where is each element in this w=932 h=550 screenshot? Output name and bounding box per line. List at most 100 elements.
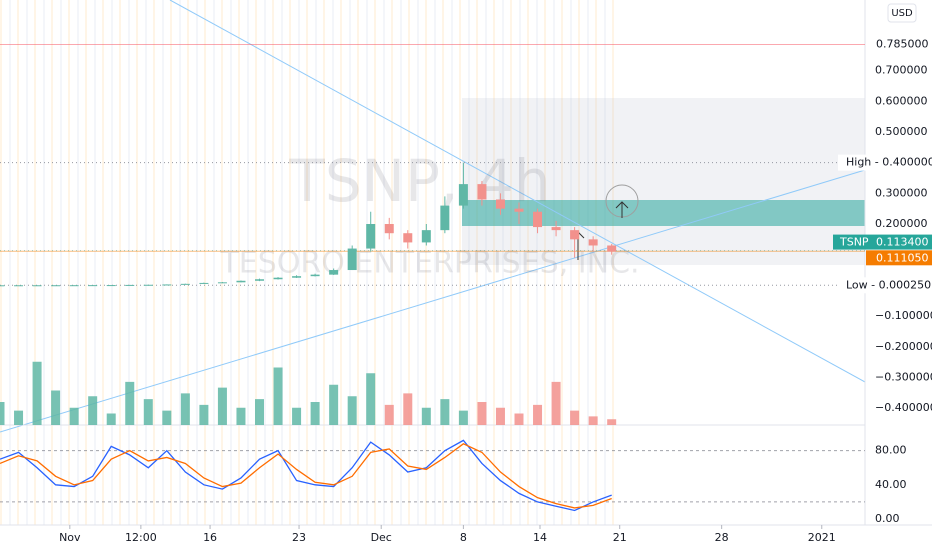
volume-bar bbox=[458, 410, 468, 425]
candle-body bbox=[0, 285, 5, 287]
level-box bbox=[838, 154, 932, 171]
candle-body bbox=[329, 270, 339, 275]
candle-body bbox=[273, 277, 283, 280]
volume-bar bbox=[255, 399, 264, 425]
x-tick-label: 28 bbox=[715, 531, 729, 544]
y-tick-label: 0.600000 bbox=[875, 94, 928, 107]
x-tick-label: Dec bbox=[371, 531, 392, 544]
candle-body bbox=[106, 285, 116, 287]
x-tick-label: 23 bbox=[292, 531, 306, 544]
volume-bar bbox=[106, 413, 116, 425]
volume-bar bbox=[69, 407, 79, 425]
candle-body bbox=[199, 282, 209, 284]
candle-body bbox=[32, 285, 42, 287]
price-box bbox=[866, 234, 932, 250]
x-tick-label: 21 bbox=[613, 531, 627, 544]
y-tick-label: −0.100000 bbox=[875, 309, 932, 322]
y-tick-label: −0.400000 bbox=[875, 401, 932, 414]
y-tick-label: 40.00 bbox=[875, 478, 907, 491]
y-tick-label: 0.700000 bbox=[875, 64, 928, 77]
trend-line bbox=[169, 0, 866, 383]
x-tick-label: 8 bbox=[460, 531, 467, 544]
volume-bar bbox=[495, 407, 505, 425]
volume-bar bbox=[477, 402, 487, 425]
target-zone bbox=[462, 200, 865, 226]
candle-body bbox=[347, 248, 357, 271]
candle-body bbox=[458, 184, 468, 206]
y-tick-label: 0.00 bbox=[875, 512, 900, 525]
volume-bar bbox=[440, 399, 450, 425]
x-tick-label: Nov bbox=[59, 531, 81, 544]
volume-bar bbox=[421, 407, 431, 425]
candle-body bbox=[310, 274, 320, 277]
volume-bar bbox=[88, 396, 98, 425]
price-label: 0.785000 bbox=[876, 37, 929, 50]
volume-bar bbox=[217, 387, 227, 425]
candle-body bbox=[551, 227, 561, 231]
currency-box[interactable] bbox=[887, 3, 917, 23]
candle-body bbox=[440, 205, 450, 231]
volume-bar bbox=[310, 402, 320, 425]
volume-bar bbox=[570, 410, 580, 425]
volume-bar bbox=[273, 367, 283, 425]
volume-bar bbox=[347, 396, 357, 425]
candle-body bbox=[255, 279, 264, 281]
candle-body bbox=[570, 230, 580, 240]
volume-bar bbox=[236, 407, 246, 425]
stoch-line bbox=[0, 443, 612, 509]
volume-bar bbox=[514, 413, 524, 425]
candle-body bbox=[495, 199, 505, 209]
candle-body bbox=[162, 284, 172, 286]
x-tick-label: 2021 bbox=[808, 531, 836, 544]
candle-body bbox=[514, 208, 524, 212]
price-box bbox=[866, 250, 932, 266]
candle-body bbox=[384, 224, 394, 234]
candle-body bbox=[236, 280, 246, 283]
price-label: 0.113400 bbox=[876, 236, 929, 249]
volume-bar bbox=[162, 410, 172, 425]
volume-bar bbox=[125, 381, 135, 425]
candle-body bbox=[403, 233, 413, 243]
currency[interactable]: USD bbox=[891, 8, 913, 19]
volume-bar bbox=[180, 393, 190, 425]
volume-bar bbox=[32, 361, 42, 425]
candle-body bbox=[607, 245, 617, 252]
candle-body bbox=[51, 285, 61, 287]
volume-bar bbox=[51, 390, 61, 425]
x-tick-label: 14 bbox=[533, 531, 547, 544]
volume-bar bbox=[292, 407, 302, 425]
volume-bar bbox=[551, 381, 561, 425]
candle-body bbox=[217, 282, 227, 284]
stoch-line bbox=[0, 439, 612, 512]
volume-bar bbox=[533, 404, 543, 425]
candle-body bbox=[180, 283, 190, 285]
fib-zone bbox=[462, 98, 865, 265]
symbol-box bbox=[833, 234, 866, 250]
x-tick-label: 16 bbox=[203, 531, 217, 544]
volume-bar bbox=[366, 373, 376, 425]
symbol-label: TSNP bbox=[839, 236, 869, 249]
volume-bar bbox=[0, 402, 5, 425]
trend-line bbox=[0, 169, 866, 433]
x-tick-label: 12:00 bbox=[125, 531, 157, 544]
y-tick-label: −0.300000 bbox=[875, 370, 932, 383]
candle-body bbox=[421, 230, 431, 243]
level-box bbox=[838, 277, 932, 294]
arrow bbox=[615, 201, 629, 218]
candle-body bbox=[366, 224, 376, 249]
candle-body bbox=[14, 285, 24, 287]
candle-body bbox=[88, 285, 98, 287]
volume-bar bbox=[384, 404, 394, 425]
volume-bar bbox=[607, 419, 617, 425]
y-tick-label: 0.300000 bbox=[875, 186, 928, 199]
y-tick-label: 80.00 bbox=[875, 444, 907, 457]
candle-body bbox=[143, 284, 153, 286]
volume-bar bbox=[329, 384, 339, 425]
y-tick-label: 0.500000 bbox=[875, 125, 928, 138]
candle-body bbox=[477, 184, 487, 200]
watermark: TSNP, 4h bbox=[288, 147, 550, 215]
session-background bbox=[0, 0, 620, 525]
candle-body bbox=[588, 239, 598, 246]
